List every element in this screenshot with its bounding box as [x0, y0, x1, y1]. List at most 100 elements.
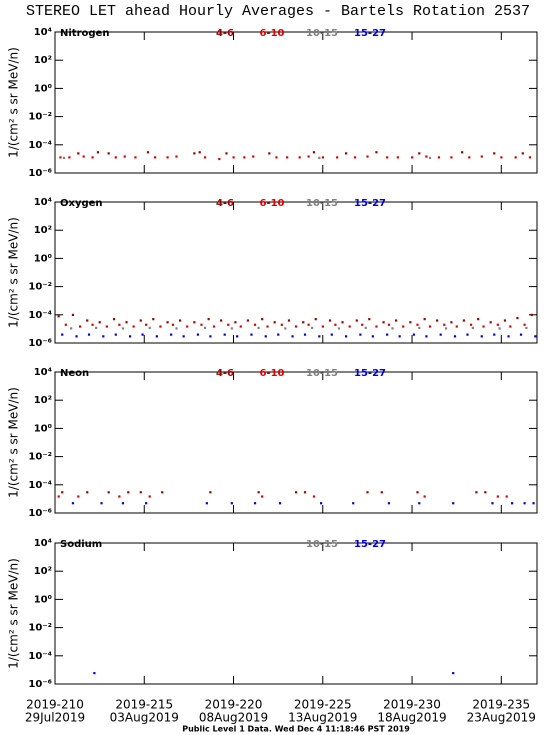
data-point — [161, 491, 164, 494]
data-point — [212, 325, 216, 328]
y-tick-label: 10⁰ — [34, 253, 52, 264]
data-point — [230, 327, 233, 330]
data-point — [123, 155, 126, 158]
data-point — [295, 325, 298, 328]
data-point — [423, 495, 426, 498]
data-point — [428, 325, 432, 328]
data-point — [175, 155, 178, 158]
data-point — [496, 323, 499, 326]
data-point — [77, 495, 80, 498]
data-point — [528, 156, 532, 159]
data-point — [402, 325, 405, 328]
data-point — [425, 335, 428, 338]
data-point — [428, 156, 432, 159]
y-tick-label: 10⁻⁶ — [28, 508, 52, 519]
data-point — [455, 325, 458, 328]
data-point — [227, 323, 230, 326]
data-point — [418, 152, 421, 155]
data-point — [471, 326, 474, 329]
plot-frame — [54, 31, 538, 174]
x-tick-label: 2019-210 — [26, 698, 84, 712]
data-point — [532, 502, 535, 505]
y-tick-label: 10⁻⁴ — [28, 651, 52, 662]
data-point — [482, 325, 485, 328]
data-point — [450, 321, 453, 324]
data-point — [209, 491, 212, 494]
data-point — [364, 326, 367, 329]
y-axis-label: 1/(cm² s sr MeV/n) — [7, 217, 21, 328]
data-point — [411, 156, 414, 159]
y-tick-label: 10⁻⁶ — [28, 679, 52, 690]
data-point — [534, 335, 537, 338]
data-point — [461, 151, 464, 154]
y-tick-label: 10⁴ — [34, 27, 52, 38]
data-point — [286, 156, 289, 159]
data-point — [132, 325, 135, 328]
legend-entry: 15-27 — [354, 368, 386, 379]
data-point — [125, 321, 128, 324]
data-point — [493, 152, 496, 155]
data-point — [100, 502, 103, 505]
data-point — [355, 319, 358, 322]
data-point — [366, 491, 369, 494]
data-point — [148, 326, 151, 329]
data-point — [71, 313, 75, 316]
data-point — [86, 319, 89, 322]
y-tick-label: 10⁻² — [28, 623, 52, 634]
data-point — [87, 333, 91, 336]
legend-entry: 10-15 — [306, 539, 338, 550]
data-point — [444, 327, 448, 330]
y-tick-label: 10⁻² — [28, 452, 52, 463]
data-point — [312, 495, 316, 498]
data-point — [236, 335, 239, 338]
footer: Public Level 1 Data. Wed Dec 4 11:18:46 … — [182, 725, 410, 734]
data-point — [523, 323, 526, 326]
data-point — [468, 156, 471, 159]
legend-entry: 15-27 — [354, 28, 386, 39]
x-tick-label: 2019-225 — [294, 698, 352, 712]
data-point — [314, 318, 317, 321]
data-point — [302, 321, 305, 324]
data-point — [436, 319, 439, 322]
plot-frame — [54, 371, 538, 514]
data-point — [107, 152, 110, 155]
panel-title: Sodium — [60, 539, 102, 550]
x-tick-label: 2019-235 — [472, 698, 530, 712]
data-point — [284, 327, 287, 330]
legend-entry: 15-27 — [354, 198, 386, 209]
data-point — [439, 333, 442, 336]
x-tick-date: 03Aug2019 — [110, 711, 179, 725]
data-point — [312, 151, 316, 154]
data-point — [507, 335, 510, 338]
data-point — [466, 333, 469, 336]
data-point — [348, 325, 351, 328]
data-point — [425, 155, 428, 158]
data-point — [193, 152, 196, 155]
y-tick-label: 10⁰ — [34, 594, 52, 605]
data-point — [261, 318, 264, 321]
data-point — [253, 502, 257, 505]
data-point — [295, 491, 298, 494]
data-point — [321, 156, 324, 159]
panel-title: Neon — [60, 368, 89, 379]
plot-frame — [54, 201, 538, 344]
data-point — [503, 319, 507, 322]
data-point — [500, 156, 503, 159]
data-point — [148, 495, 151, 498]
y-tick-label: 10⁴ — [34, 538, 52, 549]
data-point — [391, 327, 394, 330]
data-point — [386, 333, 389, 336]
data-point — [387, 323, 391, 326]
x-tick-label: 2019-215 — [115, 698, 173, 712]
data-point — [505, 495, 508, 498]
data-point — [91, 156, 94, 159]
data-point — [70, 327, 73, 330]
data-point — [257, 491, 260, 494]
data-point — [205, 502, 208, 505]
data-point — [311, 326, 314, 329]
data-point — [98, 321, 101, 324]
data-point — [319, 502, 323, 505]
data-point — [416, 491, 419, 494]
data-point — [182, 335, 185, 338]
